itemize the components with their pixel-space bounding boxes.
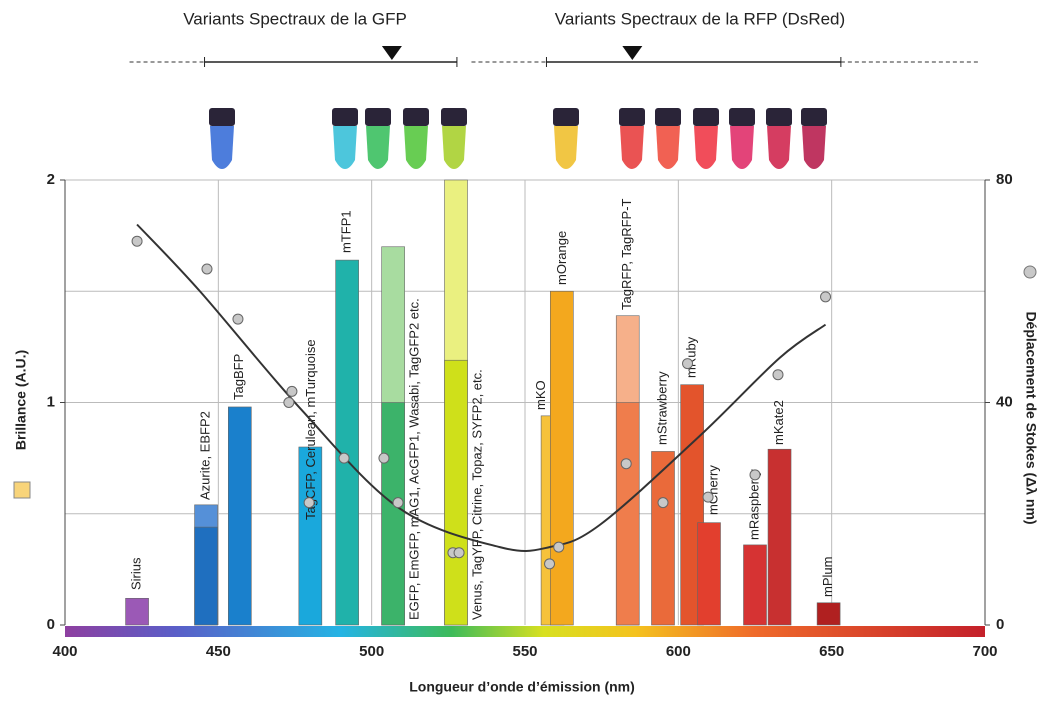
tube xyxy=(366,126,390,169)
trend-line xyxy=(136,223,827,552)
bar xyxy=(651,451,675,626)
bar-label: mOrange xyxy=(554,231,569,285)
stokes-point xyxy=(286,385,298,397)
y-tick-label: 0 xyxy=(47,616,55,633)
tube-cap xyxy=(365,108,391,126)
tube-cap xyxy=(693,108,719,126)
spectrum-bar xyxy=(65,626,985,637)
tube-cap xyxy=(655,108,681,126)
bar xyxy=(298,446,323,626)
stokes-point xyxy=(657,497,669,509)
tube-cap xyxy=(801,108,827,126)
tube-cap xyxy=(766,108,792,126)
stokes-point xyxy=(131,235,143,247)
stokes-point xyxy=(283,397,295,408)
stokes-point xyxy=(553,541,565,553)
tube xyxy=(802,126,826,169)
y-legend-swatch xyxy=(13,481,31,499)
bar-label: mTFP1 xyxy=(339,210,354,253)
stokes-point xyxy=(702,491,714,503)
tube xyxy=(442,126,466,169)
y2-tick-label: 0 xyxy=(996,616,1004,633)
tube-cap xyxy=(209,108,235,126)
bar-label: Azurite, EBFP2 xyxy=(198,411,213,500)
y-tick-label: 1 xyxy=(47,393,55,410)
bar-label: TagRFP, TagRFP-T xyxy=(619,198,634,310)
stokes-point xyxy=(749,469,761,481)
bar xyxy=(697,522,721,626)
stokes-point xyxy=(620,458,632,470)
bar-label: TagCFP, Cerulean, mTurquoise xyxy=(303,339,318,520)
stokes-point xyxy=(544,558,556,570)
tube xyxy=(767,126,791,169)
bar-label: mCherry xyxy=(705,465,720,515)
tube-cap xyxy=(729,108,755,126)
range-marker xyxy=(622,46,643,60)
bar-label: EGFP, EmGFP, mAG1, AcGFP1, Wasabi, TagGF… xyxy=(407,298,422,620)
y-tick-label: 2 xyxy=(47,171,55,188)
tube xyxy=(730,126,754,169)
rfp-title: Variants Spectraux de la RFP (DsRed) xyxy=(555,9,845,28)
range-marker xyxy=(381,46,402,60)
stokes-point xyxy=(392,497,404,509)
tube-cap xyxy=(403,108,429,126)
bar xyxy=(549,290,574,626)
x-tick-label: 400 xyxy=(52,643,77,660)
stokes-point xyxy=(772,369,784,381)
bar-label: mPlum xyxy=(820,557,835,597)
bar xyxy=(125,597,149,626)
bar xyxy=(194,526,218,626)
x-tick-label: 500 xyxy=(359,643,384,660)
x-axis-title: Longueur d’onde d’émission (nm) xyxy=(409,679,635,695)
bar xyxy=(444,359,468,626)
y2-legend-marker xyxy=(1023,265,1037,279)
tube-cap xyxy=(553,108,579,126)
tube xyxy=(554,126,578,169)
x-tick-label: 700 xyxy=(972,643,997,660)
tube xyxy=(656,126,680,169)
bar-label: TagBFP xyxy=(231,354,246,400)
gfp-title: Variants Spectraux de la GFP xyxy=(183,9,407,28)
bar xyxy=(767,448,792,626)
bar-label: mRaspberry xyxy=(746,469,761,540)
bar-label: mKO xyxy=(533,380,548,410)
tube xyxy=(620,126,644,169)
bar-label: Sirius xyxy=(129,557,144,590)
tube-cap xyxy=(619,108,645,126)
tube xyxy=(404,126,428,169)
tube xyxy=(210,126,234,169)
x-tick-label: 600 xyxy=(666,643,691,660)
x-tick-label: 450 xyxy=(206,643,231,660)
y2-tick-label: 80 xyxy=(996,171,1013,188)
stokes-point xyxy=(378,452,390,464)
bar xyxy=(381,402,405,626)
stokes-point xyxy=(201,263,213,275)
bar xyxy=(615,402,640,626)
x-tick-label: 650 xyxy=(819,643,844,660)
tube-cap xyxy=(332,108,358,126)
bar-label: mKate2 xyxy=(771,400,786,445)
y2-tick-label: 40 xyxy=(996,393,1013,410)
stokes-point xyxy=(338,452,350,464)
bar xyxy=(228,406,252,626)
tube-cap xyxy=(441,108,467,126)
bar xyxy=(335,259,359,626)
stokes-point xyxy=(232,313,244,325)
tube xyxy=(694,126,718,169)
bar xyxy=(743,544,767,626)
stokes-point xyxy=(453,547,465,559)
stokes-point xyxy=(682,358,694,370)
x-tick-label: 550 xyxy=(512,643,537,660)
bar-label: mRuby xyxy=(684,336,699,378)
bar-label: Venus, TagYFP, Citrine, Topaz, SYFP2, et… xyxy=(469,369,484,620)
bar-label: mStrawberry xyxy=(654,371,669,445)
stokes-point xyxy=(820,291,832,303)
bar xyxy=(816,602,841,626)
y-axis-title: Brillance (A.U.) xyxy=(13,350,29,450)
tube xyxy=(333,126,357,169)
stokes-point xyxy=(303,497,315,509)
y2-axis-title: Déplacement de Stokes (Δλ nm) xyxy=(1023,311,1039,524)
